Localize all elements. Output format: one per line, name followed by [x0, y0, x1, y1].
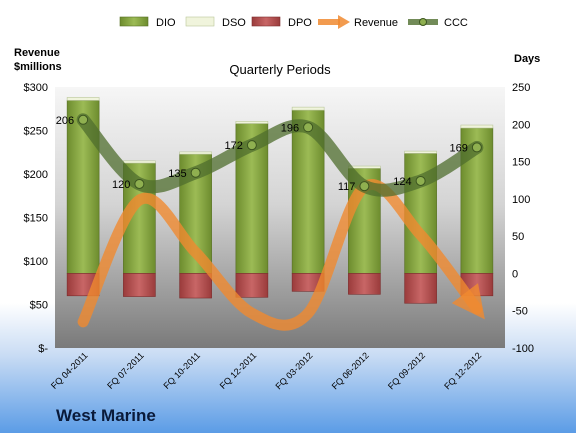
right-tick-label: 200 [512, 119, 530, 131]
legend-label: DPO [288, 17, 312, 29]
bar-dso [291, 106, 325, 111]
bar-dpo [348, 273, 381, 295]
ccc-data-label: 172 [225, 140, 243, 152]
bar-dso [66, 97, 100, 101]
ccc-data-label: 124 [393, 176, 411, 188]
legend-swatch [119, 16, 149, 27]
left-tick-label: $200 [24, 169, 48, 181]
left-tick-label: $- [38, 343, 48, 355]
ccc-data-label: 196 [281, 122, 299, 134]
bar-dso [179, 151, 212, 155]
right-tick-label: -100 [512, 343, 534, 355]
revenue-line [77, 179, 485, 331]
legend-swatch [185, 16, 215, 27]
legend-arrow-head [338, 15, 350, 29]
legend-swatch [251, 16, 281, 27]
right-tick-label: 50 [512, 231, 524, 243]
ccc-point [190, 167, 201, 178]
right-tick-label: 0 [512, 268, 518, 280]
ccc-data-label: 169 [450, 142, 468, 154]
left-tick-label: $100 [24, 256, 48, 268]
legend-label: DIO [156, 17, 176, 29]
left-tick-label: $300 [24, 82, 48, 94]
right-tick-label: 150 [512, 157, 530, 169]
left-axis-title-line1: Revenue [14, 47, 60, 59]
legend-marker [419, 18, 427, 26]
ccc-data-label: 135 [168, 168, 186, 180]
bar-dso [235, 121, 269, 124]
legend-label: DSO [222, 17, 246, 29]
ccc-point [78, 114, 89, 125]
ccc-point [303, 122, 314, 133]
left-tick-label: $50 [30, 300, 48, 312]
right-tick-label: 100 [512, 194, 530, 206]
bar-dpo [179, 273, 212, 299]
ccc-data-label: 120 [112, 179, 130, 191]
legend: DIO DSO DPO Revenue CCC [119, 15, 468, 29]
bar-dpo [235, 273, 269, 298]
bar-dso [123, 160, 156, 164]
ccc-point [246, 140, 257, 151]
bar-dso [460, 124, 494, 129]
bar-dso [404, 150, 437, 154]
legend-label: CCC [444, 17, 468, 29]
ccc-data-label: 117 [338, 181, 356, 193]
ccc-point [359, 181, 370, 192]
left-tick-label: $250 [24, 126, 48, 138]
bar-dpo [404, 273, 437, 304]
left-axis-title-line2: $millions [14, 61, 62, 73]
ccc-point [415, 175, 426, 186]
chart-title: Quarterly Periods [229, 62, 331, 77]
company-name: West Marine [56, 406, 156, 425]
right-axis-title: Days [514, 53, 540, 65]
legend-label: Revenue [354, 17, 398, 29]
bar-dpo [123, 273, 156, 297]
right-tick-label: -50 [512, 306, 528, 318]
left-tick-label: $150 [24, 213, 48, 225]
ccc-point [471, 142, 482, 153]
right-tick-label: 250 [512, 82, 530, 94]
ccc-data-label: 206 [56, 115, 74, 127]
ccc-point [134, 178, 145, 189]
